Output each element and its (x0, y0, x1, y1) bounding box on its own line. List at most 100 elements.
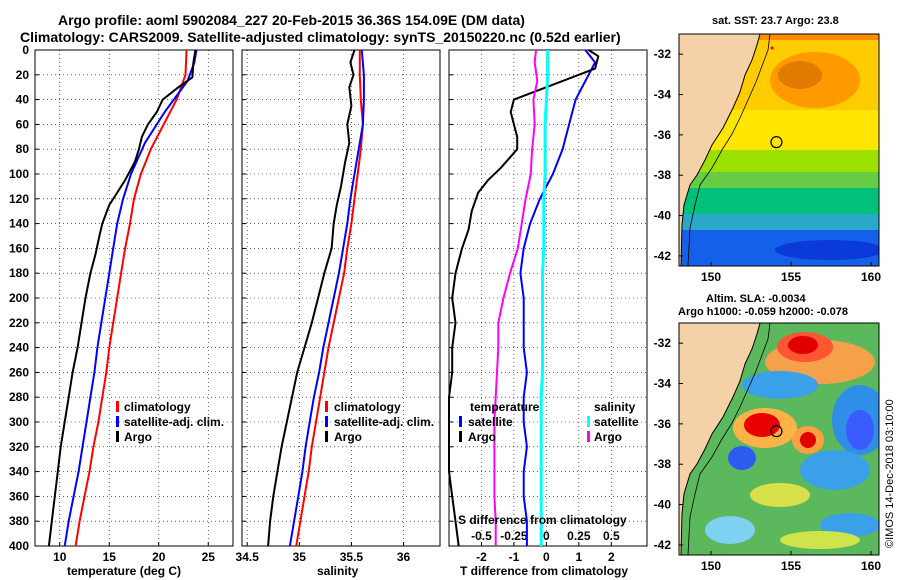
map-lat-label: -32 (654, 336, 672, 350)
depth-tick-label: 300 (9, 415, 29, 429)
sst-map-frame (678, 33, 880, 267)
sst-map-field (679, 34, 879, 266)
depth-tick-label: 380 (9, 514, 29, 528)
map-lat-label: -34 (654, 88, 672, 102)
t-difference-tick-labels: -2 -1 0 1 2 (476, 550, 615, 564)
map-lat-label: -40 (654, 209, 672, 223)
legend-swatch-temp-satellite (459, 416, 462, 427)
s-difference-tick-labels: -0.5 -0.25 0 0.25 0.5 (471, 529, 620, 543)
legend-swatch-sal-argo (587, 431, 590, 442)
x-tick-label: 36 (397, 550, 411, 564)
legend-swatch-sal-satellite (587, 416, 590, 427)
sst-map-ticks: 150 155 160 -32 -34 -36 -38 -40 -42 (654, 47, 882, 284)
legend-swatch-argo (325, 431, 328, 442)
map-lat-label: -40 (654, 498, 672, 512)
map-lat-label: -38 (654, 168, 672, 182)
sla-map-ticks: 150 155 160 -32 -34 -36 -38 -40 -42 (654, 336, 882, 573)
s-difference-xlabel: S difference from climatology (458, 513, 627, 527)
legend-temp-satellite: satellite (468, 415, 513, 429)
legend-swatch-climatology (325, 401, 328, 412)
map-lat-label: -32 (654, 47, 672, 61)
sla-map-subtitle: Argo h1000: -0.059 h2000: -0.078 (678, 306, 848, 318)
map-lon-label: 155 (781, 559, 801, 573)
x-tick-label: -2 (476, 550, 487, 564)
x-tick-label: 0 (543, 550, 550, 564)
legend-swatch-temp-argo (459, 431, 462, 442)
difference-legend: temperature satellite Argo salinity sate… (459, 400, 639, 444)
depth-tick-label: 280 (9, 390, 29, 404)
series-line-argo (47, 49, 197, 547)
salinity-lines (267, 49, 365, 547)
s-tick-label: -0.25 (500, 529, 528, 543)
depth-tick-label: 40 (16, 93, 30, 107)
map-lat-label: -42 (654, 538, 672, 552)
depth-tick-label: 260 (9, 365, 29, 379)
x-tick-label: 15 (103, 550, 117, 564)
sla-map-frame (678, 322, 880, 556)
series-line-temperature-argo (448, 49, 600, 547)
sla-map: Altim. SLA: -0.0034 Argo h1000: -0.059 h… (654, 293, 882, 573)
difference-panel: -2 -1 0 1 2 -0.5 -0.25 0 0.25 0.5 T difference f… (448, 49, 648, 578)
legend-argo: Argo (334, 430, 362, 444)
temperature-panel: 0 20 40 60 80 100 120 140 160 180 200 220 240 260 280 3… (9, 43, 234, 578)
temperature-tick-labels: 10 15 20 25 (53, 550, 215, 564)
depth-tick-label: 120 (9, 192, 29, 206)
series-line-salinity-argo (493, 49, 539, 546)
temperature-grid (35, 49, 233, 547)
legend-swatch-argo (116, 431, 119, 442)
legend-climatology: climatology (334, 400, 401, 414)
series-line-temperature-satellite (519, 49, 597, 546)
legend-sal-argo: Argo (594, 430, 622, 444)
sla-map-field (679, 323, 879, 555)
depth-tick-label: 400 (9, 539, 29, 553)
depth-tick-label: 340 (9, 465, 29, 479)
depth-tick-label: 160 (9, 241, 29, 255)
x-tick-label: 1 (575, 550, 582, 564)
t-difference-xlabel: T difference from climatology (460, 564, 628, 578)
salinity-panel: 34.5 35 35.5 36 salinity climatology satell… (236, 49, 441, 578)
sst-map: sat. SST: 23.7 Argo: 23.8 150 155 160 -32 -3… (654, 15, 882, 284)
temperature-lines (47, 49, 198, 547)
depth-tick-label: 320 (9, 440, 29, 454)
map-lat-label: -36 (654, 417, 672, 431)
map-lon-label: 150 (701, 559, 721, 573)
depth-tick-label: 200 (9, 291, 29, 305)
x-tick-label: 34.5 (236, 550, 260, 564)
salinity-xlabel: salinity (317, 564, 359, 578)
map-lon-label: 155 (781, 270, 801, 284)
s-tick-label: 0.5 (603, 529, 620, 543)
legend-swatch-climatology (116, 401, 119, 412)
sst-argo-marker (770, 136, 783, 149)
salinity-tick-labels: 34.5 35 35.5 36 (236, 550, 411, 564)
depth-tick-label: 360 (9, 489, 29, 503)
sla-argo-marker (770, 425, 783, 438)
map-lat-label: -34 (654, 377, 672, 391)
salinity-legend: climatology satellite-adj. clim. Argo (325, 400, 434, 444)
series-line-argo (267, 49, 356, 547)
map-lat-label: -38 (654, 457, 672, 471)
map-lat-label: -36 (654, 128, 672, 142)
x-tick-label: 2 (608, 550, 615, 564)
sla-map-title: Altim. SLA: -0.0034 (706, 293, 807, 305)
depth-tick-label: 60 (16, 117, 30, 131)
x-tick-label: 20 (152, 550, 166, 564)
depth-tick-label: 100 (9, 167, 29, 181)
series-line-satellite-adj-clim- (288, 49, 365, 547)
x-tick-label: 10 (53, 550, 67, 564)
difference-grid (449, 49, 647, 547)
temperature-legend: climatology satellite-adj. clim. Argo (116, 400, 224, 444)
depth-tick-label: 20 (16, 68, 30, 82)
x-tick-label: 25 (202, 550, 216, 564)
legend-climatology: climatology (124, 400, 191, 414)
title-line1: Argo profile: aoml 5902084_227 20-Feb-20… (58, 12, 525, 28)
map-lon-label: 160 (861, 559, 881, 573)
map-lon-label: 160 (861, 270, 881, 284)
map-lat-label: -42 (654, 249, 672, 263)
depth-tick-label: 80 (16, 142, 30, 156)
legend-salinity-title: salinity (594, 400, 636, 414)
legend-swatch-satellite (325, 416, 328, 427)
sst-map-title: sat. SST: 23.7 Argo: 23.8 (712, 15, 839, 27)
s-tick-label: 0.25 (567, 529, 591, 543)
s-tick-label: -0.5 (471, 529, 492, 543)
